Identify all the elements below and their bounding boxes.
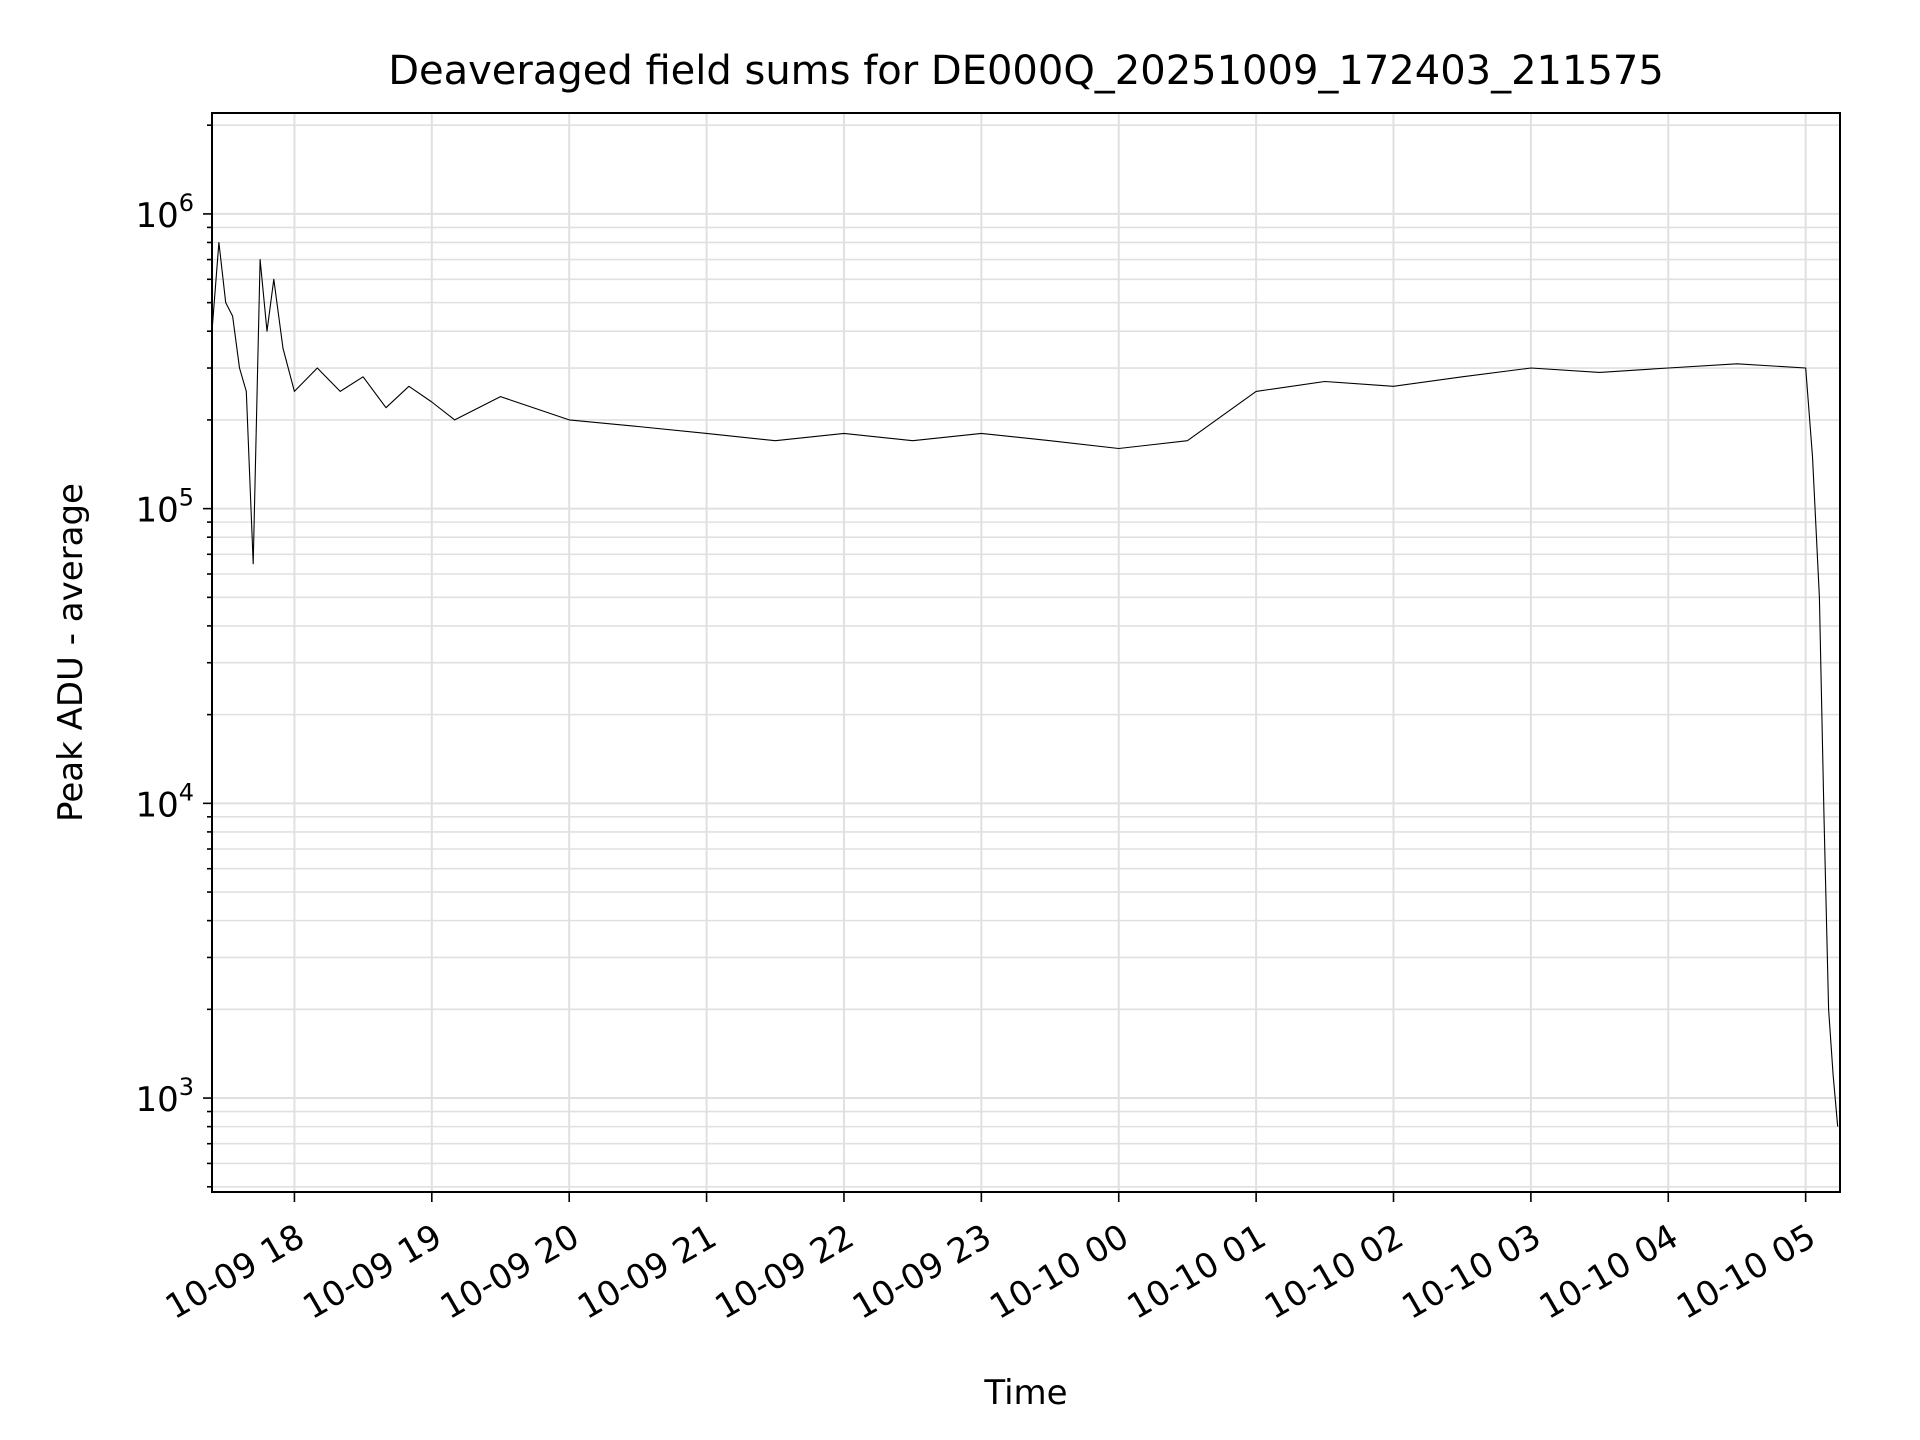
y-tick-label: 103 <box>135 1073 194 1120</box>
chart-title: Deaveraged field sums for DE000Q_2025100… <box>388 48 1664 94</box>
plot-area-frame <box>211 112 1841 1193</box>
gridlines <box>212 113 1840 1192</box>
x-axis-label: Time <box>983 1373 1067 1413</box>
series-line <box>211 241 1839 1127</box>
y-tick-label: 104 <box>135 778 194 825</box>
y-axis-label: Peak ADU - average <box>51 483 91 822</box>
y-tick-label: 105 <box>135 484 194 531</box>
y-tick-label: 106 <box>135 189 194 236</box>
